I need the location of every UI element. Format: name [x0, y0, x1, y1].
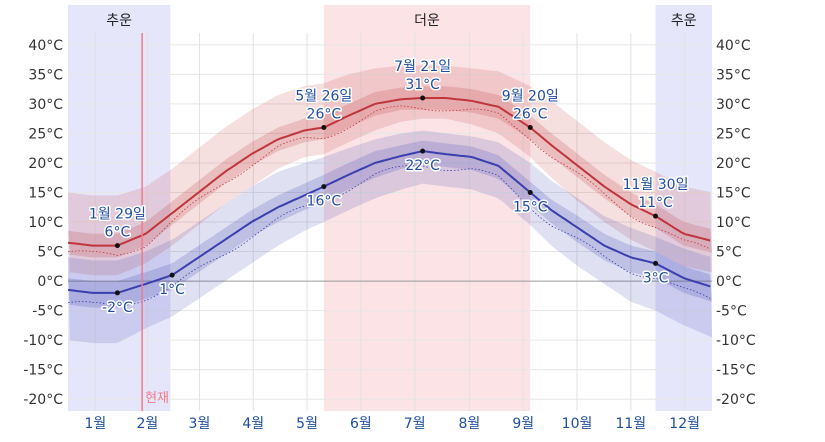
series-band-inner: [68, 140, 712, 308]
callout-date-label: 1월 29일: [89, 207, 146, 223]
callout-value-label: 26°C: [513, 107, 548, 123]
y-tick-label-right: -10°C: [716, 333, 756, 349]
series-lines: [67, 97, 711, 307]
season-band: [323, 5, 531, 411]
callout-value-label: -2°C: [102, 300, 133, 316]
y-tick-label-right: 0°C: [716, 274, 742, 290]
series-line: [67, 97, 711, 247]
callouts: 1월 29일 6°C 5월 26일 26°C 7월 21일 31°C 9월 20일 26°C 1…: [87, 57, 690, 317]
season-band: [68, 5, 171, 411]
y-tick-label-left: 0°C: [37, 274, 63, 290]
callout-value-label: 1°C: [159, 282, 185, 298]
axes: 40°C 40°C 35°C 35°C 30°C 30°C 25°C 25°C 20°C 20°C…: [23, 38, 756, 432]
series-band-outer: [68, 65, 712, 276]
season-label: 추운: [106, 13, 132, 29]
series-band-outer: [68, 130, 712, 344]
callout-point: [653, 213, 659, 219]
season-bands: 추운 더운 추운: [68, 5, 712, 411]
y-tick-label-left: -20°C: [23, 392, 63, 408]
y-tick-label-right: 35°C: [716, 67, 751, 83]
y-tick-label-right: 20°C: [716, 156, 751, 172]
y-tick-label-left: 35°C: [28, 67, 63, 83]
now-label: 현재: [145, 391, 169, 406]
y-tick-label-left: 5°C: [37, 245, 63, 261]
y-tick-label-left: -5°C: [32, 304, 63, 320]
callout-point: [653, 260, 659, 266]
month-label: 2월: [136, 416, 158, 432]
y-tick-label-right: 5°C: [716, 245, 742, 261]
series-reference-line: [67, 165, 711, 307]
season-label: 추운: [671, 13, 697, 29]
callout-value-label: 3°C: [643, 270, 669, 286]
y-tick-label-left: 20°C: [28, 156, 63, 172]
callout-value-label: 15°C: [513, 199, 548, 215]
callout-value-label: 26°C: [307, 107, 342, 123]
month-label: 9월: [512, 416, 534, 432]
callout-point: [114, 290, 120, 296]
callout-date-label: 7월 21일: [394, 59, 451, 75]
y-tick-label-left: 10°C: [28, 215, 63, 231]
month-label: 10월: [562, 416, 593, 432]
month-label: 5월: [296, 416, 318, 432]
callout-point: [420, 95, 426, 101]
season-band: [655, 5, 712, 411]
month-label: 1월: [84, 416, 106, 432]
callout-value-label: 31°C: [405, 77, 440, 93]
y-tick-label-right: 25°C: [716, 126, 751, 142]
y-tick-label-right: 40°C: [716, 38, 751, 54]
callout-value-label: 16°C: [307, 194, 342, 210]
month-label: 8월: [458, 416, 480, 432]
y-tick-label-left: -10°C: [23, 333, 63, 349]
month-label: 11월: [615, 416, 646, 432]
month-label: 7월: [404, 416, 426, 432]
grid: [68, 33, 712, 411]
y-tick-label-left: 30°C: [28, 97, 63, 113]
callout-point: [169, 272, 175, 278]
callout-point: [527, 189, 533, 195]
y-tick-label-left: -15°C: [23, 363, 63, 379]
callout-date-label: 9월 20일: [502, 89, 559, 105]
callout-value-label: 11°C: [638, 195, 673, 211]
month-label: 6월: [350, 416, 372, 432]
month-label: 4월: [242, 416, 264, 432]
series-reference-line: [67, 105, 711, 256]
y-tick-label-right: 15°C: [716, 185, 751, 201]
y-tick-label-left: 15°C: [28, 185, 63, 201]
callout-date-label: 5월 26일: [295, 89, 352, 105]
month-label: 3월: [189, 416, 211, 432]
callout-point: [527, 125, 533, 130]
callout-date-label: 11월 30일: [623, 177, 689, 193]
callout-value-label: 22°C: [405, 158, 440, 174]
y-tick-label-right: 10°C: [716, 215, 751, 231]
month-label: 12월: [669, 416, 700, 432]
callout-point: [114, 243, 120, 249]
y-tick-label-left: 25°C: [28, 126, 63, 142]
series-line: [67, 150, 711, 294]
y-tick-label-right: -15°C: [716, 363, 756, 379]
y-tick-label-right: -20°C: [716, 392, 756, 408]
season-label: 더운: [414, 13, 440, 29]
y-tick-label-right: 30°C: [716, 97, 751, 113]
callout-point: [321, 125, 327, 130]
callout-point: [321, 184, 327, 190]
callout-point: [420, 148, 426, 154]
y-tick-label-left: 40°C: [28, 38, 63, 54]
now-marker: 현재: [141, 33, 169, 411]
y-tick-label-right: -5°C: [716, 304, 747, 320]
callout-value-label: 6°C: [105, 225, 131, 241]
